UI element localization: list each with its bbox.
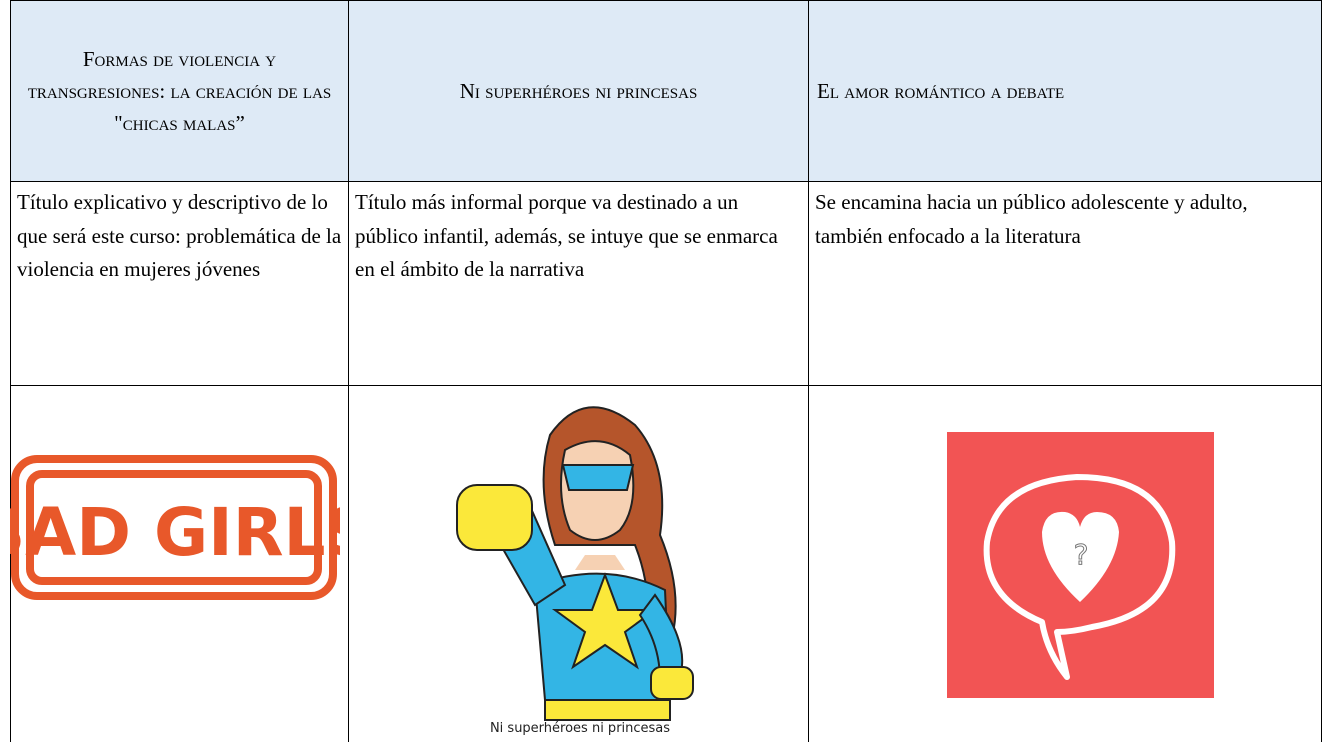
header-text: Ni superhéroes ni princesas	[459, 79, 698, 103]
stamp-text: BAD GIRLS	[10, 494, 340, 571]
body-cell: Se encamina hacia un público adolescente…	[808, 181, 1322, 386]
superhero-image: Ni superhéroes ni princesas	[456, 406, 694, 736]
header-text: Formas de violencia y transgresiones: la…	[27, 47, 332, 135]
header-cell: Formas de violencia y transgresiones: la…	[10, 0, 349, 182]
header-cell: Ni superhéroes ni princesas	[348, 0, 809, 182]
header-cell: El amor romántico a debate	[808, 0, 1322, 182]
love-debate-image: ?	[947, 432, 1214, 698]
bad-girls-image: BAD GIRLS	[10, 455, 340, 600]
body-cell: Título explicativo y descriptivo de lo q…	[10, 181, 349, 386]
header-text: El amor romántico a debate	[817, 79, 1065, 103]
heart-symbol: ?	[1074, 538, 1089, 571]
body-cell: Título más informal porque va destinado …	[348, 181, 809, 386]
image-cell	[808, 385, 1322, 742]
image-caption: Ni superhéroes ni princesas	[490, 721, 670, 736]
